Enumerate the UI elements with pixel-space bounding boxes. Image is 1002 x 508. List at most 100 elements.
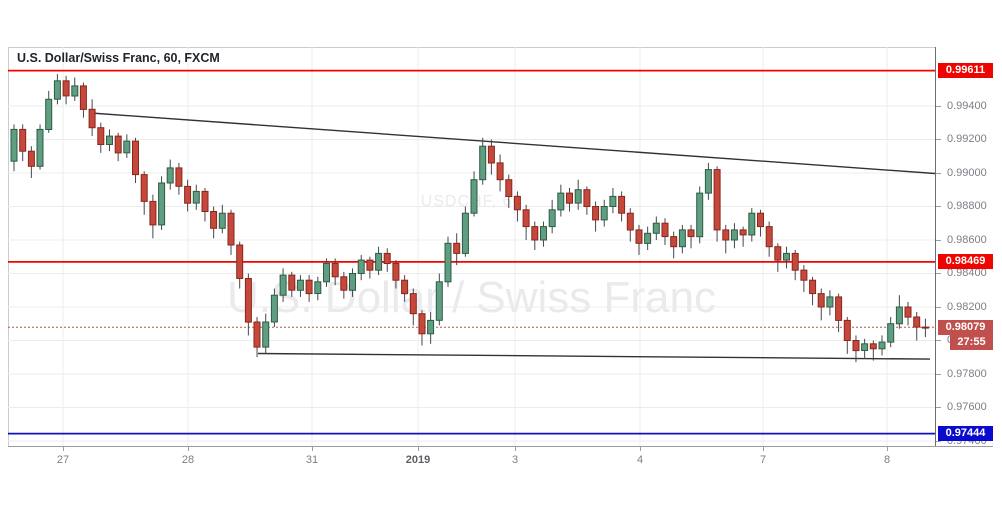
candle-body (626, 212, 634, 231)
candle-body (79, 85, 87, 110)
price-tick-label: 0.99200 (947, 133, 987, 145)
candle-body (505, 179, 513, 197)
candle-body (184, 185, 192, 204)
candle-body (817, 293, 825, 308)
candle-body (479, 145, 487, 181)
candle-body (678, 229, 686, 248)
price-tick-label: 0.97600 (947, 401, 987, 413)
candle-body (418, 313, 426, 335)
candle-body (10, 128, 18, 162)
candle-body (921, 326, 929, 329)
candle-body (210, 211, 218, 229)
candle-body (696, 192, 704, 238)
time-tick-label: 27 (56, 454, 70, 466)
candle-body (123, 140, 131, 154)
candle-body (236, 244, 244, 279)
price-tick-dash (936, 173, 941, 174)
time-axis[interactable]: 27 28 31 2019 3 4 7 8 (8, 446, 993, 474)
candle-body (270, 294, 278, 323)
trendline (90, 112, 935, 175)
price-tick-dash (936, 340, 941, 341)
candle-body (783, 252, 790, 261)
price-tick-dash (936, 273, 941, 274)
candle-body (852, 340, 860, 352)
candle-body (791, 252, 799, 271)
candle-body (513, 195, 521, 211)
price-tick-dash (936, 374, 941, 375)
candle-body (71, 85, 79, 97)
price-tick-label: 0.99000 (947, 167, 987, 179)
candle-body (45, 98, 53, 130)
time-tick-dash (312, 447, 313, 451)
price-tick-dash (936, 307, 941, 308)
candle-body (618, 195, 626, 214)
candle-body (470, 179, 478, 214)
candle-body (114, 135, 122, 154)
candle-body (774, 246, 782, 261)
time-tick-label: 3 (511, 454, 519, 466)
candle-body (765, 226, 773, 248)
candle-body (583, 189, 591, 207)
candle-body (670, 236, 678, 248)
candle-body (149, 200, 157, 226)
candle-body (296, 279, 304, 291)
trendline (257, 352, 931, 360)
time-tick-label: 2019 (405, 454, 431, 466)
price-tick-label: 0.98200 (947, 301, 987, 313)
candle-body (331, 262, 339, 278)
price-badge-level-low: 0.97444 (938, 426, 993, 441)
candle-body (401, 279, 409, 295)
candle-body (244, 278, 252, 323)
candle-body (357, 259, 365, 275)
candle-body (835, 296, 843, 321)
candle-body (435, 281, 443, 321)
candle-body (375, 252, 383, 271)
candle-body (574, 189, 582, 204)
time-tick-dash (640, 447, 641, 451)
chart-plot-area[interactable] (8, 47, 935, 446)
price-tick-label: 0.98800 (947, 200, 987, 212)
candle-body (19, 128, 27, 152)
candle-body (713, 169, 721, 231)
time-tick-label: 28 (181, 454, 195, 466)
candle-body (730, 229, 738, 241)
candle-body (722, 229, 730, 241)
candle-body (253, 321, 261, 348)
price-tick-dash (936, 407, 941, 408)
price-tick-label: 0.99400 (947, 100, 987, 112)
candle-body (279, 274, 287, 296)
time-tick-label: 7 (759, 454, 767, 466)
price-badge-level-mid: 0.98469 (938, 254, 993, 269)
candle-body (427, 319, 435, 335)
price-tick-label: 0.98400 (947, 267, 987, 279)
candle-body (826, 296, 834, 308)
candle-body (288, 274, 296, 291)
price-tick-dash (936, 240, 941, 241)
price-tick-dash (936, 206, 941, 207)
price-tick-dash (936, 139, 941, 140)
candle-body (748, 212, 756, 236)
candle-body (531, 226, 539, 241)
candle-body (88, 108, 96, 129)
candle-body (861, 343, 869, 351)
candle-body (132, 140, 139, 176)
price-tick-label: 0.98600 (947, 234, 987, 246)
candle-body (97, 127, 105, 145)
candle-body (887, 323, 895, 343)
time-tick-label: 8 (883, 454, 891, 466)
candle-body (687, 229, 695, 238)
candle-body (175, 167, 183, 187)
candle-body (340, 276, 348, 291)
candle-body (383, 252, 391, 264)
candle-body (652, 222, 660, 234)
candle-body (314, 281, 322, 295)
candle-body (635, 229, 643, 244)
price-tick-dash (936, 441, 941, 442)
candle-body (392, 262, 400, 281)
price-axis[interactable]: 0.99400 0.99200 0.99000 0.98800 0.98600 0.984… (935, 47, 993, 474)
candle-body (453, 242, 461, 254)
candle-body (487, 145, 495, 164)
candle-body (809, 279, 817, 295)
candle-body (869, 343, 877, 350)
